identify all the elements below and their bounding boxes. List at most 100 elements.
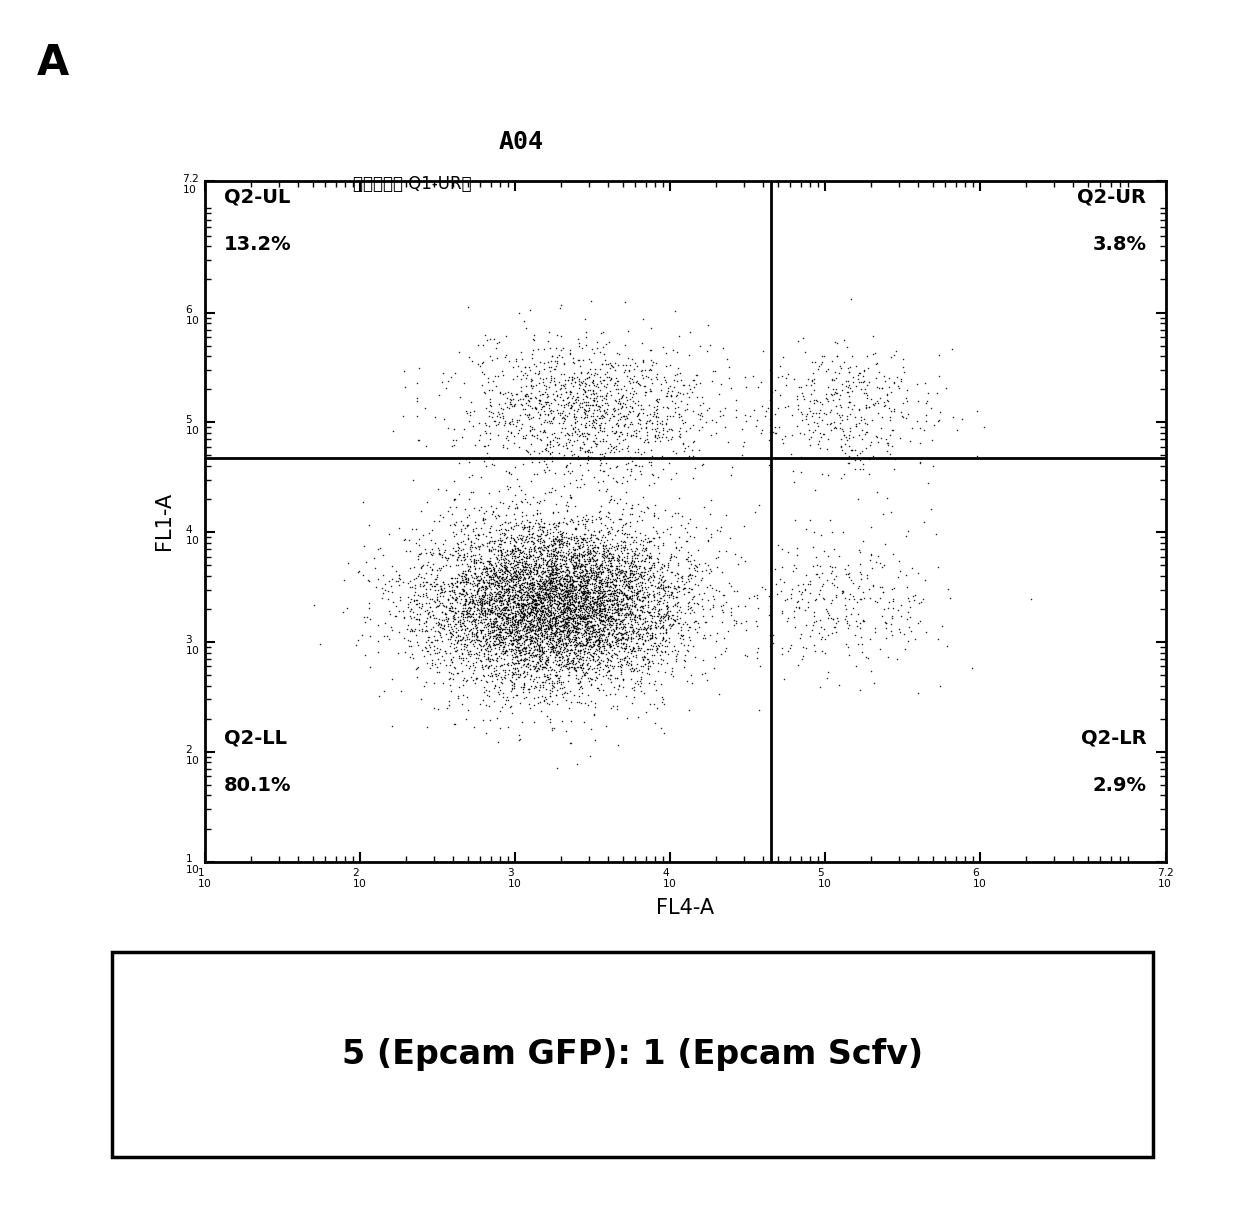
Point [609, 535, 629, 554]
Point [366, 559, 386, 578]
Point [534, 619, 554, 639]
Point [417, 556, 436, 575]
Point [517, 575, 537, 594]
Point [579, 569, 599, 588]
Point [492, 568, 512, 587]
Point [557, 551, 577, 570]
Point [501, 627, 521, 646]
Point [522, 348, 542, 368]
Point [518, 578, 538, 598]
Point [379, 601, 399, 621]
Point [521, 601, 541, 621]
Point [661, 547, 681, 566]
Point [481, 575, 501, 594]
Point [622, 662, 642, 681]
Point [645, 398, 665, 417]
Point [404, 592, 424, 611]
Point [554, 615, 574, 634]
Point [557, 576, 577, 595]
Point [474, 559, 494, 578]
Point [536, 463, 556, 482]
Point [585, 535, 605, 554]
Point [585, 545, 605, 564]
Point [533, 596, 553, 616]
Point [466, 629, 486, 648]
Point [511, 377, 531, 396]
Point [609, 417, 629, 436]
Point [496, 552, 516, 571]
Point [563, 581, 583, 600]
Point [496, 560, 516, 580]
Point [564, 617, 584, 636]
Point [811, 611, 831, 630]
Point [552, 576, 572, 595]
Point [558, 611, 578, 630]
Point [443, 522, 463, 541]
Point [521, 562, 541, 581]
Point [665, 301, 684, 321]
Point [551, 593, 570, 612]
Point [557, 533, 577, 552]
Point [510, 601, 529, 621]
Point [622, 617, 642, 636]
Point [572, 547, 591, 566]
Point [494, 593, 513, 612]
Point [537, 576, 557, 595]
Point [501, 525, 521, 545]
Point [486, 589, 506, 609]
Point [537, 593, 557, 612]
Point [835, 610, 854, 629]
Point [450, 616, 470, 635]
Point [518, 648, 538, 668]
Point [579, 624, 599, 643]
Point [616, 639, 636, 658]
Point [551, 542, 570, 562]
Point [568, 634, 588, 653]
Point [470, 589, 490, 609]
Point [507, 651, 527, 670]
Point [813, 589, 833, 609]
Point [606, 586, 626, 605]
Point [506, 515, 526, 534]
Point [622, 563, 642, 582]
Point [556, 370, 575, 389]
Point [489, 584, 508, 604]
Point [541, 637, 560, 657]
Point [487, 600, 507, 619]
Point [557, 634, 577, 653]
Point [479, 369, 498, 388]
Point [616, 439, 636, 458]
Point [651, 415, 671, 434]
Point [511, 602, 531, 622]
Point [609, 547, 629, 566]
Point [466, 566, 486, 586]
Text: A: A [37, 42, 69, 84]
Point [696, 560, 715, 580]
Point [629, 402, 649, 422]
Point [598, 568, 618, 587]
Point [594, 407, 614, 427]
Point [508, 662, 528, 681]
Point [621, 582, 641, 601]
Point [634, 635, 653, 654]
Point [458, 517, 477, 536]
Point [512, 602, 532, 622]
Point [539, 411, 559, 430]
Point [618, 546, 637, 565]
Point [512, 609, 532, 628]
Point [553, 596, 573, 616]
Point [608, 539, 627, 558]
Point [619, 576, 639, 595]
Point [556, 609, 575, 628]
Point [826, 566, 846, 586]
Point [464, 717, 484, 736]
Point [494, 629, 513, 648]
Point [624, 422, 644, 441]
Point [417, 493, 436, 512]
Point [531, 610, 551, 629]
Point [531, 622, 551, 641]
Point [622, 590, 642, 610]
Point [622, 647, 642, 666]
Point [533, 643, 553, 663]
Point [562, 398, 582, 417]
